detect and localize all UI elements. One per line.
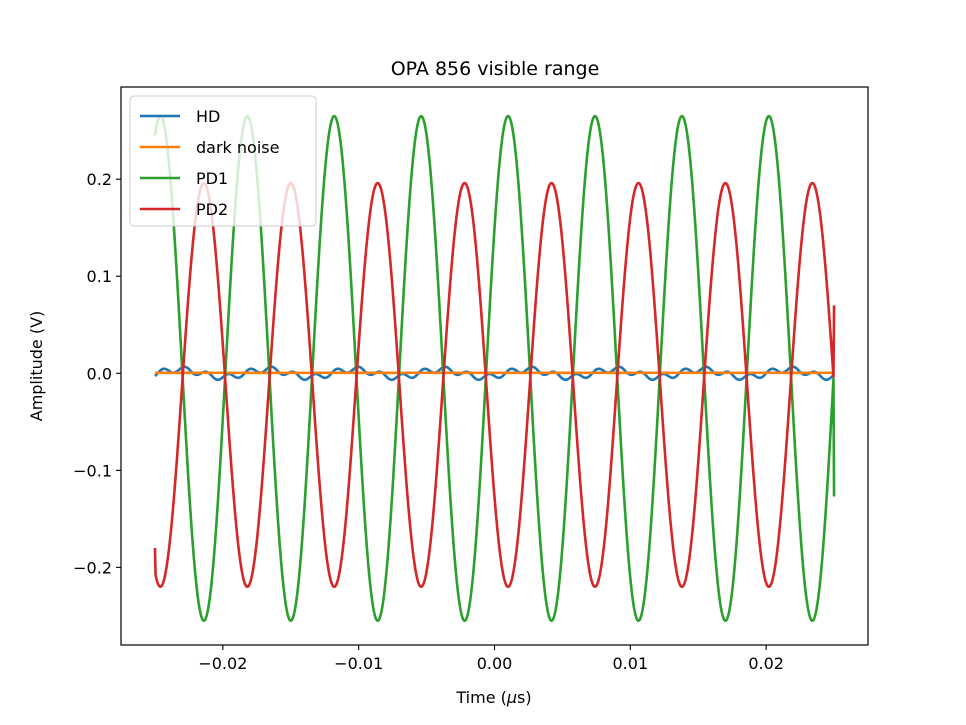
legend-label: PD1 — [196, 169, 228, 188]
legend-label: PD2 — [196, 200, 228, 219]
y-tick-label: −0.1 — [73, 461, 112, 480]
series-line-pd2 — [153, 181, 836, 589]
x-tick-label: −0.01 — [334, 654, 383, 673]
x-axis: −0.02 −0.01 0.00 0.01 0.02 — [198, 645, 784, 673]
legend: HD dark noise PD1 PD2 — [129, 95, 317, 227]
x-tick-label: 0.01 — [613, 654, 649, 673]
y-tick-label: −0.2 — [73, 558, 112, 577]
y-axis-label: Amplitude (V) — [27, 311, 46, 422]
y-tick-label: 0.0 — [87, 364, 112, 383]
y-axis: −0.2 −0.1 0.0 0.1 0.2 — [73, 170, 121, 577]
y-tick-label: 0.2 — [87, 170, 112, 189]
legend-box — [129, 95, 317, 227]
x-tick-label: −0.02 — [198, 654, 247, 673]
legend-label: dark noise — [196, 138, 279, 157]
series-line-pd1 — [153, 114, 836, 623]
x-tick-label: 0.00 — [477, 654, 513, 673]
x-tick-label: 0.02 — [748, 654, 784, 673]
y-tick-label: 0.1 — [87, 267, 112, 286]
x-axis-label: Time (μs) — [455, 688, 531, 707]
legend-label: HD — [196, 107, 220, 126]
series-group — [153, 114, 836, 623]
chart-title: OPA 856 visible range — [391, 58, 600, 80]
